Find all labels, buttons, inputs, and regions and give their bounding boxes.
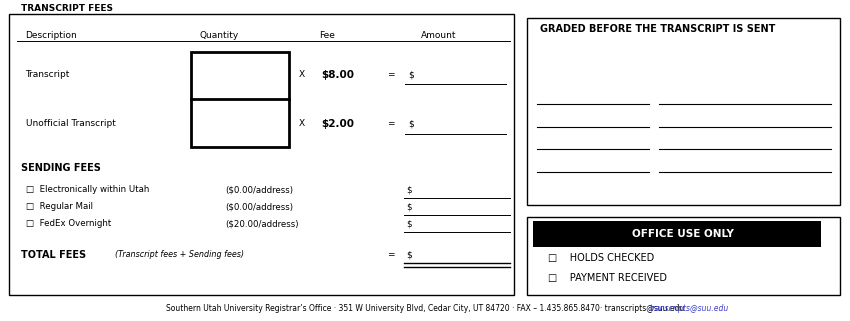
Text: $: $	[406, 202, 411, 211]
Text: =: =	[387, 250, 394, 259]
Text: =: =	[387, 70, 394, 79]
Text: ($0.00/address): ($0.00/address)	[225, 186, 293, 195]
Text: TRANSCRIPT FEES: TRANSCRIPT FEES	[21, 4, 113, 13]
Text: Southern Utah University Registrar’s Office · 351 W University Blvd, Cedar City,: Southern Utah University Registrar’s Off…	[166, 304, 684, 313]
Text: □  Regular Mail: □ Regular Mail	[26, 202, 93, 211]
Bar	[527, 217, 840, 295]
Text: $2.00: $2.00	[321, 119, 354, 129]
Bar	[533, 221, 821, 247]
Text: $: $	[408, 119, 414, 128]
Text: ($0.00/address): ($0.00/address)	[225, 202, 293, 211]
Text: transcripts@suu.edu: transcripts@suu.edu	[649, 304, 728, 313]
Text: GRADED BEFORE THE TRANSCRIPT IS SENT: GRADED BEFORE THE TRANSCRIPT IS SENT	[540, 24, 775, 34]
Text: □    PAYMENT RECEIVED: □ PAYMENT RECEIVED	[548, 273, 667, 283]
Text: □  Electronically within Utah: □ Electronically within Utah	[26, 186, 149, 195]
Text: (Transcript fees + Sending fees): (Transcript fees + Sending fees)	[115, 250, 244, 259]
Text: SENDING FEES: SENDING FEES	[21, 162, 101, 172]
Bar	[191, 52, 289, 147]
Text: □  FedEx Overnight: □ FedEx Overnight	[26, 219, 110, 228]
Bar	[8, 14, 514, 295]
Text: Description: Description	[26, 31, 77, 40]
Text: OFFICE USE ONLY: OFFICE USE ONLY	[632, 229, 734, 239]
Text: Fee: Fee	[319, 31, 335, 40]
Text: X: X	[299, 70, 305, 79]
Text: Quantity: Quantity	[200, 31, 239, 40]
Text: =: =	[387, 119, 394, 128]
Text: X: X	[299, 119, 305, 128]
Text: $8.00: $8.00	[321, 70, 354, 80]
Text: $: $	[406, 250, 412, 259]
Text: Amount: Amount	[421, 31, 456, 40]
Bar	[527, 18, 840, 205]
Text: Transcript: Transcript	[26, 70, 70, 79]
Text: □    HOLDS CHECKED: □ HOLDS CHECKED	[548, 253, 654, 263]
Text: $: $	[408, 70, 414, 79]
Text: Unofficial Transcript: Unofficial Transcript	[26, 119, 116, 128]
Text: TOTAL FEES: TOTAL FEES	[21, 250, 90, 260]
Text: $: $	[406, 219, 411, 228]
Text: ($20.00/address): ($20.00/address)	[225, 219, 298, 228]
Text: $: $	[406, 186, 411, 195]
